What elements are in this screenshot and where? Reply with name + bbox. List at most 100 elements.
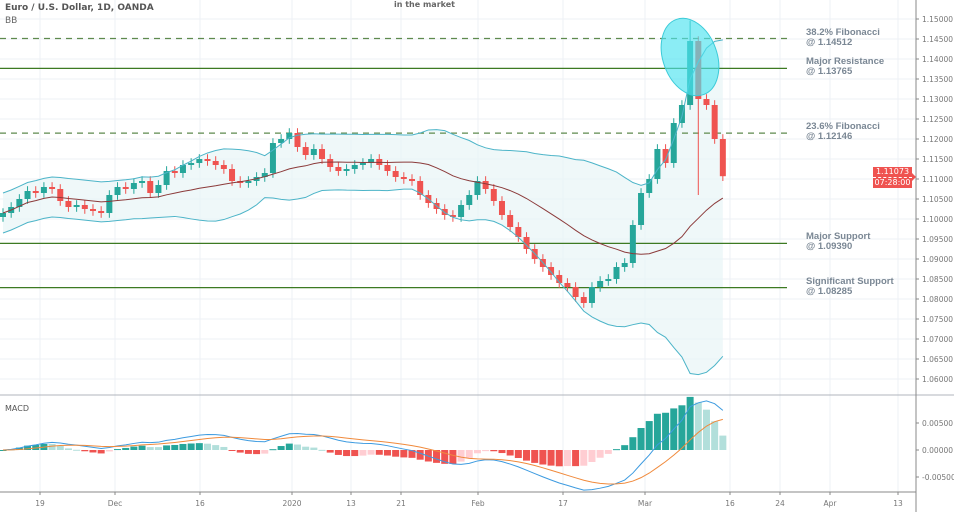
candle-up [343, 169, 350, 171]
annotation-value: @ 1.09390 [806, 241, 853, 253]
macd-histogram-bar [228, 450, 236, 451]
macd-histogram-bar [375, 450, 383, 455]
candle-up [613, 267, 620, 279]
candle-up [0, 213, 6, 217]
time-tick-label: Apr [824, 499, 838, 508]
macd-histogram-bar [400, 450, 408, 458]
macd-histogram-bar [596, 450, 604, 458]
candle-up [638, 193, 645, 225]
macd-histogram-bar [146, 447, 154, 450]
time-tick-label: 17 [558, 499, 568, 508]
macd-histogram-bar [539, 450, 547, 465]
macd-histogram-bar [702, 409, 710, 450]
candle-down [449, 215, 456, 217]
candle-up [310, 149, 317, 155]
candle-down [32, 191, 39, 193]
macd-tick-label: 0.00000 [922, 446, 953, 455]
macd-histogram-bar [523, 450, 531, 461]
candle-down [564, 283, 571, 287]
signal-line [2, 418, 723, 485]
candle-down [662, 149, 669, 163]
upper-band [2, 39, 723, 194]
time-tick-label: 24 [775, 499, 785, 508]
macd-pane [0, 394, 954, 491]
macd-histogram-bar [285, 443, 293, 450]
price-tick-label: 1.13500 [922, 75, 953, 84]
price-tick-label: 1.10500 [922, 195, 953, 204]
macd-histogram-bar [293, 444, 301, 450]
macd-histogram-bar [179, 443, 187, 450]
macd-histogram-bar [449, 450, 457, 464]
macd-histogram-bar [433, 450, 441, 463]
macd-histogram-bar [531, 450, 539, 463]
annotation-name: 23.6% Fibonacci [806, 121, 880, 133]
countdown: 07:28:00 [873, 177, 912, 187]
candle-up [368, 159, 375, 163]
macd-histogram-bar [662, 412, 670, 450]
macd-histogram-bar [24, 445, 32, 450]
price-tick-label: 1.07500 [922, 315, 953, 324]
macd-histogram-bar [613, 449, 620, 451]
macd-histogram-bar [637, 428, 645, 450]
annotation-name: Major Resistance [806, 56, 885, 68]
macd-histogram-bar [359, 450, 367, 456]
macd-histogram-bar [326, 450, 334, 453]
candle-up [16, 199, 23, 207]
macd-histogram-bar [187, 443, 195, 450]
candle-up [286, 133, 293, 139]
candle-up [654, 149, 661, 179]
price-tick-label: 1.13000 [922, 95, 953, 104]
time-tick-label: 21 [396, 499, 406, 508]
macd-histogram-bar [154, 447, 162, 450]
top-note: in the market [394, 0, 455, 9]
candle-up [269, 143, 276, 173]
macd-histogram-bar [555, 450, 563, 467]
candle-up [670, 123, 677, 163]
macd-histogram-bar [204, 443, 211, 450]
candle-down [417, 181, 424, 195]
macd-histogram-bar [73, 449, 81, 451]
macd-histogram-bar [138, 445, 146, 450]
indicator-label: BB [5, 16, 18, 26]
chart-title: Euro / U.S. Dollar, 1D, OANDA [5, 3, 154, 13]
candle-up [466, 195, 473, 205]
macd-histogram-bar [711, 421, 719, 450]
candle-down [89, 209, 96, 211]
macd-histogram-bar [195, 443, 203, 450]
macd-histogram-bar [310, 447, 318, 450]
price-tick-label: 1.15000 [922, 15, 953, 24]
macd-histogram-bar [0, 450, 7, 451]
candle-down [703, 99, 710, 105]
candle-down [327, 159, 334, 167]
macd-histogram-bar [15, 447, 23, 450]
macd-histogram-bar [114, 449, 122, 451]
price-tick-label: 1.14500 [922, 35, 953, 44]
candle-up [24, 191, 31, 199]
macd-histogram-bar [588, 450, 596, 462]
time-tick-label: 13 [893, 499, 903, 508]
macd-histogram-bar [105, 450, 113, 452]
time-tick-label: 19 [35, 499, 45, 508]
band-fill [3, 39, 723, 375]
candle-up [458, 205, 465, 217]
price-tick-label: 1.10000 [922, 215, 953, 224]
candle-up [130, 183, 137, 189]
macd-histogram-bar [563, 450, 571, 467]
macd-tick-label: 0.00500 [922, 419, 953, 428]
macd-histogram-bar [457, 450, 465, 462]
time-tick-label: 13 [346, 499, 356, 508]
time-tick-label: 16 [195, 499, 205, 508]
annotation-name: 38.2% Fibonacci [806, 26, 880, 38]
macd-histogram-bar [514, 450, 522, 459]
macd-histogram-bar [318, 449, 326, 451]
candle-up [106, 195, 113, 213]
macd-histogram-bar [212, 445, 220, 450]
candle-up [114, 187, 121, 195]
macd-histogram-bar [236, 450, 244, 453]
time-tick-label: 16 [725, 499, 735, 508]
macd-histogram-bar [244, 450, 252, 454]
highlight-ellipse [660, 17, 720, 97]
price-tick-label: 1.09000 [922, 255, 953, 264]
macd-histogram-bar [465, 450, 473, 459]
